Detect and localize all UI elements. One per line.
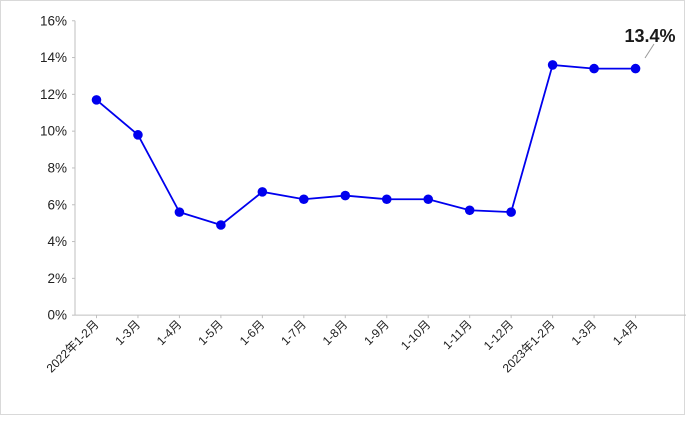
- svg-text:1-7月: 1-7月: [278, 317, 309, 348]
- svg-text:2%: 2%: [47, 271, 67, 286]
- svg-text:4%: 4%: [47, 234, 67, 249]
- svg-text:1-3月: 1-3月: [112, 317, 143, 348]
- svg-text:1-11月: 1-11月: [440, 317, 475, 352]
- svg-text:1-4月: 1-4月: [154, 317, 185, 348]
- svg-text:8%: 8%: [47, 160, 67, 175]
- svg-text:10%: 10%: [40, 124, 67, 139]
- svg-text:1-4月: 1-4月: [610, 317, 641, 348]
- svg-text:1-6月: 1-6月: [237, 317, 268, 348]
- svg-text:1-9月: 1-9月: [361, 317, 392, 348]
- svg-text:13.4%: 13.4%: [624, 26, 675, 46]
- svg-text:1-12月: 1-12月: [481, 317, 516, 352]
- svg-text:16%: 16%: [40, 13, 67, 28]
- svg-text:14%: 14%: [40, 50, 67, 65]
- svg-text:1-10月: 1-10月: [398, 317, 433, 352]
- svg-text:1-5月: 1-5月: [195, 317, 226, 348]
- svg-text:1-8月: 1-8月: [320, 317, 351, 348]
- svg-text:0%: 0%: [47, 308, 67, 323]
- svg-text:2022年1-2月: 2022年1-2月: [44, 317, 102, 375]
- svg-text:1-3月: 1-3月: [569, 317, 600, 348]
- svg-text:6%: 6%: [47, 197, 67, 212]
- svg-text:12%: 12%: [40, 87, 67, 102]
